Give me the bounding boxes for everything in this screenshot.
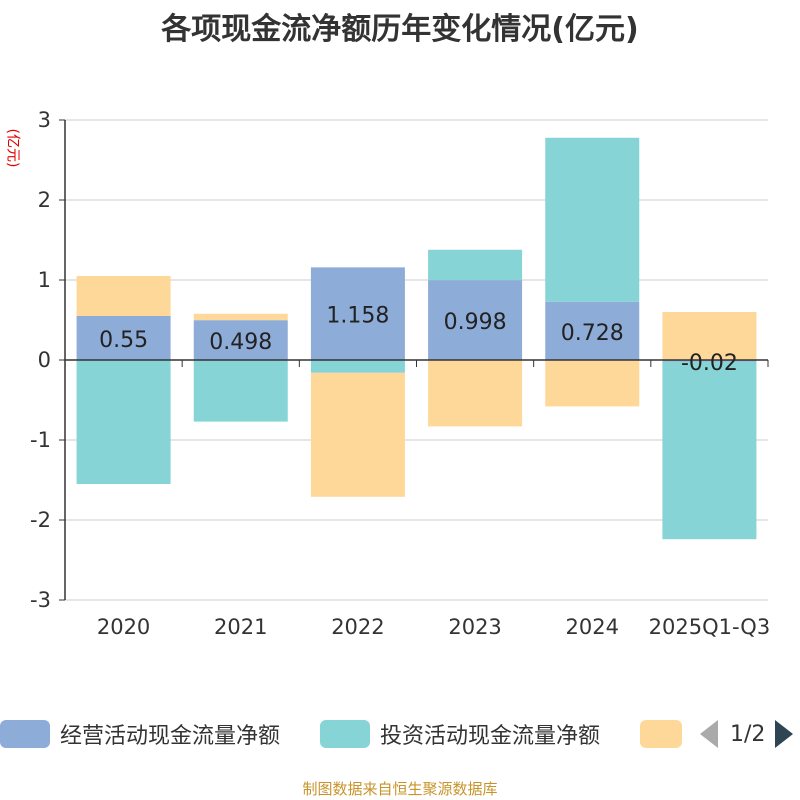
x-tick-label: 2023 [448,615,501,639]
y-tick-label: -1 [30,428,51,452]
legend: 经营活动现金流量净额 投资活动现金流量净额 [0,716,800,752]
bar-2024-series-1 [545,137,640,302]
legend-swatch-investing [320,720,370,748]
bar-2021-series-2 [193,313,288,321]
bar-2025Q1-Q3-series-0 [662,360,757,362]
y-tick-label: 1 [38,268,51,292]
bar-2020-series-2 [76,276,171,316]
legend-next-icon[interactable] [775,720,794,748]
legend-pager: 1/2 [700,716,794,752]
bar-2023-series-1 [428,249,523,281]
bar-2021-series-0 [193,320,288,360]
y-tick-label: 3 [38,108,51,132]
bar-2025Q1-Q3-series-1 [662,361,757,540]
bar-2023-series-0 [428,280,523,360]
bar-2020-series-0 [76,316,171,360]
bar-2021-series-1 [193,360,288,422]
bar-2025Q1-Q3-series-2 [662,312,757,360]
y-tick-label: 2 [38,188,51,212]
data-label-2022: 1.158 [326,304,389,329]
bar-2020-series-1 [76,360,171,484]
x-tick-label: 2021 [214,615,267,639]
legend-item-operating[interactable]: 经营活动现金流量净额 [0,716,280,752]
bar-2023-series-2 [428,360,523,427]
legend-page-indicator: 1/2 [730,721,766,747]
data-label-2023: 0.998 [444,310,507,335]
bar-2022-series-0 [310,267,405,360]
data-label-2021: 0.498 [209,330,272,355]
legend-label-operating: 经营活动现金流量净额 [60,724,281,749]
chart-area: 3 2 1 0 -1 -2 -3 0.55 0.498 1.158 0.998 0.728 -0.02 2… [30,108,771,639]
legend-prev-icon[interactable] [700,720,718,748]
data-label-2024: 0.728 [561,321,624,346]
y-tick-label: -2 [30,508,51,532]
data-label-2025Q1-Q3: -0.02 [681,351,738,376]
legend-item-investing[interactable]: 投资活动现金流量净额 [320,716,600,752]
chart-title: 各项现金流净额历年变化情况(亿元) [161,12,639,47]
bar-2024-series-0 [545,301,640,360]
data-source-note: 制图数据来自恒生聚源数据库 [302,780,498,798]
legend-swatch-operating [0,720,50,748]
bar-2022-series-1 [310,360,405,373]
x-tick-label: 2022 [331,615,384,639]
y-tick-label: 0 [38,348,51,372]
x-tick-label: 2025Q1-Q3 [649,615,771,639]
data-label-2020: 0.55 [99,328,148,353]
legend-swatch-financing [640,720,682,748]
bar-2024-series-2 [545,360,640,407]
x-tick-label: 2024 [566,615,619,639]
legend-label-investing: 投资活动现金流量净额 [380,724,601,749]
bar-2022-series-2 [310,372,405,497]
y-tick-label: -3 [30,588,51,612]
x-tick-label: 2020 [97,615,150,639]
legend-item-financing[interactable] [640,716,682,752]
